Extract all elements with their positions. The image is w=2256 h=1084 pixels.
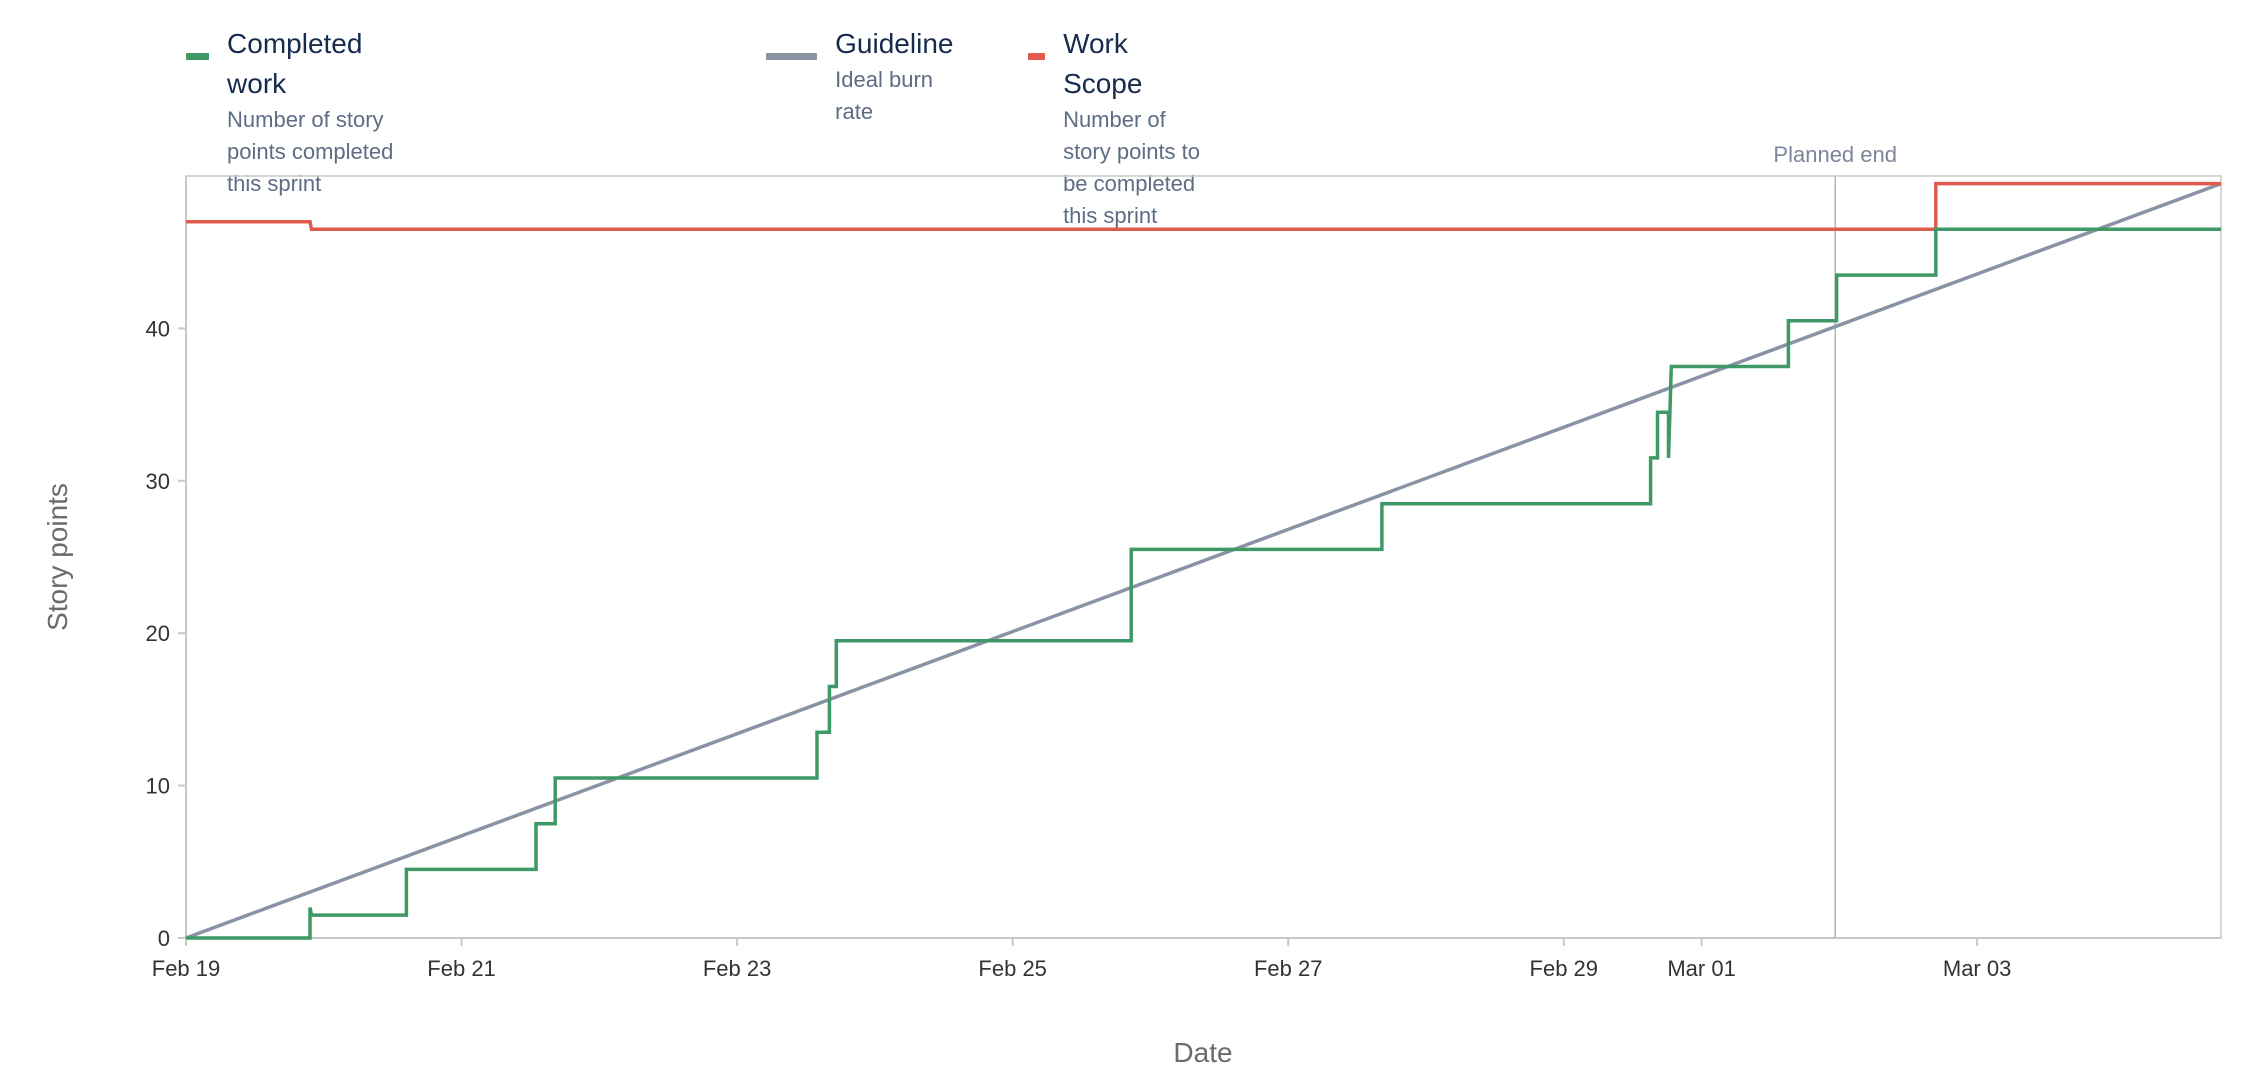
series-layer	[185, 181, 2222, 940]
y-tick-label: 40	[146, 316, 170, 341]
legend-item-guideline[interactable]: Guideline Ideal burn rate	[766, 24, 960, 128]
series-line-completed-work[interactable]	[186, 227, 2221, 940]
legend-name: Completed work	[227, 28, 363, 99]
legend-name: Guideline	[835, 28, 954, 59]
legend-swatch-completed-work	[186, 53, 210, 60]
legend-description: Number of story points to be completed t…	[1063, 107, 1201, 228]
legend-item-completed-work[interactable]: Completed work Number of story points co…	[186, 24, 397, 200]
legend-name: Work Scope	[1063, 28, 1143, 99]
x-tick-label: Feb 27	[1254, 956, 1323, 981]
x-tick-label: Feb 19	[152, 956, 221, 981]
x-tick-label: Mar 03	[1943, 956, 2011, 981]
x-tick-label: Feb 23	[703, 956, 772, 981]
legend-swatch-work-scope	[1028, 53, 1046, 60]
y-tick-label: 10	[146, 774, 170, 799]
x-tick-label: Feb 25	[978, 956, 1047, 981]
x-tick-label: Feb 29	[1530, 956, 1599, 981]
legend-item-work-scope[interactable]: Work Scope Number of story points to be …	[1028, 24, 1206, 232]
legend-description: Ideal burn rate	[835, 67, 934, 124]
x-axis-label: Date	[1173, 1037, 1232, 1068]
legend-swatch-guideline	[766, 53, 818, 60]
series-line-guideline[interactable]	[185, 181, 2222, 940]
series-line-work-scope[interactable]	[186, 181, 2221, 232]
planned-end-label: Planned end	[1773, 142, 1897, 167]
y-tick-label: 0	[158, 926, 170, 951]
axes: Feb 19 Feb 21 Feb 23 Feb 25 Feb 27 Feb 29 Mar …	[146, 175, 2222, 981]
x-tick-label: Feb 21	[427, 956, 496, 981]
legend-description: Number of story points completed this sp…	[227, 107, 394, 196]
annotation-layer: Planned end	[1773, 142, 1897, 938]
y-axis-label: Story points	[42, 483, 73, 631]
x-tick-label: Mar 01	[1667, 956, 1735, 981]
y-tick-label: 30	[146, 469, 170, 494]
y-tick-label: 20	[146, 621, 170, 646]
